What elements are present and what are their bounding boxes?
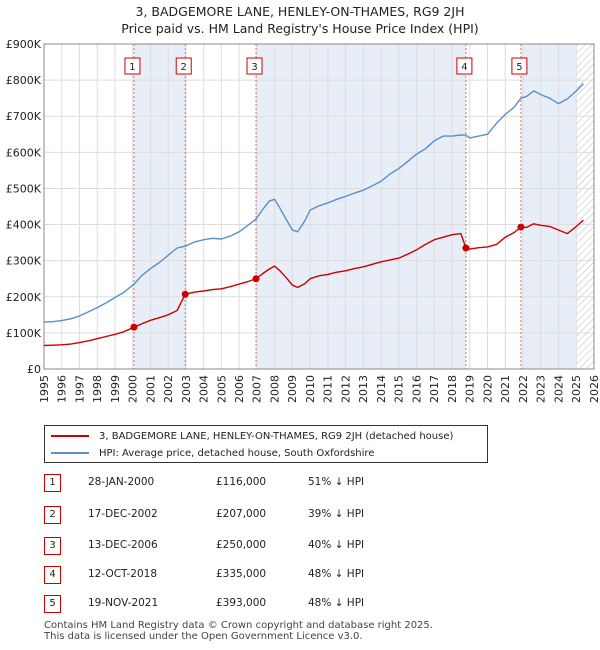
sale-number-label: 1 — [129, 62, 135, 73]
sale-date: 13-DEC-2006 — [88, 539, 158, 551]
x-tick-label: 2025 — [570, 375, 583, 403]
legend-label-property: 3, BADGEMORE LANE, HENLEY-ON-THAMES, RG9… — [99, 430, 454, 442]
x-tick-label: 2012 — [339, 375, 352, 403]
footer-copyright: Contains HM Land Registry data © Crown c… — [44, 620, 433, 631]
sale-number-box — [456, 57, 473, 75]
price-chart: 1 2 3 4 5 £0 £100K £200K £300K £400K £500K £600K £70… — [6, 38, 600, 403]
sale-number-label: 5 — [516, 62, 522, 73]
x-tick-label: 2019 — [464, 375, 477, 403]
y-tick-label: £700K — [6, 110, 42, 123]
x-tick-label: 1998 — [91, 375, 104, 403]
x-tick-label: 2000 — [127, 375, 140, 403]
x-tick-label: 2020 — [481, 375, 494, 403]
sale-hpi-diff: 48% ↓ HPI — [308, 568, 365, 580]
legend-label-hpi: HPI: Average price, detached house, Sout… — [99, 447, 375, 459]
x-tick-label: 2001 — [144, 375, 157, 403]
x-tick-label: 2003 — [180, 375, 193, 403]
sale-price: £250,000 — [216, 539, 267, 551]
sale-number-box — [246, 57, 263, 75]
x-tick-label: 2011 — [322, 375, 335, 403]
series-line-hpi — [43, 83, 584, 323]
sale-date: 19-NOV-2021 — [88, 597, 159, 609]
x-tick-label: 2026 — [588, 375, 600, 403]
sale-number-badge: 5 — [44, 595, 61, 613]
y-tick-label: £600K — [6, 146, 42, 159]
sale-hpi-diff: 48% ↓ HPI — [308, 597, 365, 609]
x-tick-label: 2010 — [304, 375, 317, 403]
x-tick-label: 2005 — [215, 375, 228, 403]
plot-frame — [43, 43, 595, 370]
sale-number-badge: 1 — [44, 474, 61, 492]
x-tick-label: 2022 — [517, 375, 530, 403]
y-tick-label: £0 — [27, 363, 41, 376]
series-line-property — [43, 219, 584, 347]
x-tick-label: 2016 — [410, 375, 423, 403]
sale-hpi-diff: 39% ↓ HPI — [308, 508, 365, 520]
x-tick-label: 2004 — [198, 375, 211, 403]
sale-number-badge: 3 — [44, 537, 61, 555]
legend-line-property — [51, 435, 89, 437]
y-tick-label: £800K — [6, 74, 42, 87]
x-tick-label: 2015 — [393, 375, 406, 403]
sale-number-box — [511, 57, 528, 75]
x-tick-label: 1995 — [38, 375, 51, 403]
sale-number-badge: 2 — [44, 506, 61, 524]
legend-line-hpi — [51, 452, 89, 454]
sale-number-badge: 4 — [44, 566, 61, 584]
sale-price: £393,000 — [216, 597, 267, 609]
shaded-span — [256, 44, 466, 369]
x-tick-label: 2023 — [535, 375, 548, 403]
x-tick-label: 2009 — [286, 375, 299, 403]
y-tick-label: £900K — [6, 38, 42, 51]
sale-point — [462, 244, 470, 252]
x-tick-label: 1996 — [56, 375, 69, 403]
sale-price: £116,000 — [216, 476, 267, 488]
sale-point — [130, 323, 138, 331]
sale-number-label: 2 — [181, 62, 187, 73]
shaded-span — [520, 44, 577, 369]
hatched-area — [576, 44, 594, 369]
x-tick-label: 2014 — [375, 375, 388, 403]
shaded-span — [133, 44, 186, 369]
sale-hpi-diff: 51% ↓ HPI — [308, 476, 365, 488]
x-tick-label: 2008 — [268, 375, 281, 403]
sale-price: £207,000 — [216, 508, 267, 520]
y-tick-label: £500K — [6, 182, 42, 195]
chart-legend: 3, BADGEMORE LANE, HENLEY-ON-THAMES, RG9… — [44, 425, 488, 463]
sale-date: 17-DEC-2002 — [88, 508, 158, 520]
y-tick-label: £400K — [6, 219, 42, 232]
sale-point — [517, 223, 525, 231]
sale-point — [181, 290, 189, 298]
x-tick-label: 2006 — [233, 375, 246, 403]
x-tick-label: 2017 — [428, 375, 441, 403]
x-tick-label: 2013 — [357, 375, 370, 403]
sale-number-box — [175, 57, 192, 75]
y-tick-label: £300K — [6, 255, 42, 268]
x-tick-label: 2007 — [251, 375, 264, 403]
y-tick-label: £100K — [6, 327, 42, 340]
y-tick-label: £200K — [6, 291, 42, 304]
sale-point — [252, 275, 260, 283]
x-tick-label: 2021 — [499, 375, 512, 403]
footer-license: This data is licensed under the Open Gov… — [44, 631, 363, 642]
x-tick-label: 2018 — [446, 375, 459, 403]
x-tick-label: 2002 — [162, 375, 175, 403]
legend-item-hpi: HPI: Average price, detached house, Sout… — [51, 445, 374, 461]
x-tick-label: 1997 — [73, 375, 86, 403]
sale-number-label: 3 — [251, 62, 257, 73]
chart-subtitle: Price paid vs. HM Land Registry's House … — [121, 21, 479, 36]
legend-item-property: 3, BADGEMORE LANE, HENLEY-ON-THAMES, RG9… — [51, 428, 453, 444]
x-tick-label: 2024 — [552, 375, 565, 403]
sale-price: £335,000 — [216, 568, 267, 580]
chart-title: 3, BADGEMORE LANE, HENLEY-ON-THAMES, RG9… — [135, 4, 465, 19]
sale-date: 12-OCT-2018 — [88, 568, 157, 580]
x-tick-label: 1999 — [109, 375, 122, 403]
sale-hpi-diff: 40% ↓ HPI — [308, 539, 365, 551]
sale-number-box — [124, 57, 141, 75]
sale-number-label: 4 — [461, 62, 467, 73]
sale-date: 28-JAN-2000 — [88, 476, 155, 488]
